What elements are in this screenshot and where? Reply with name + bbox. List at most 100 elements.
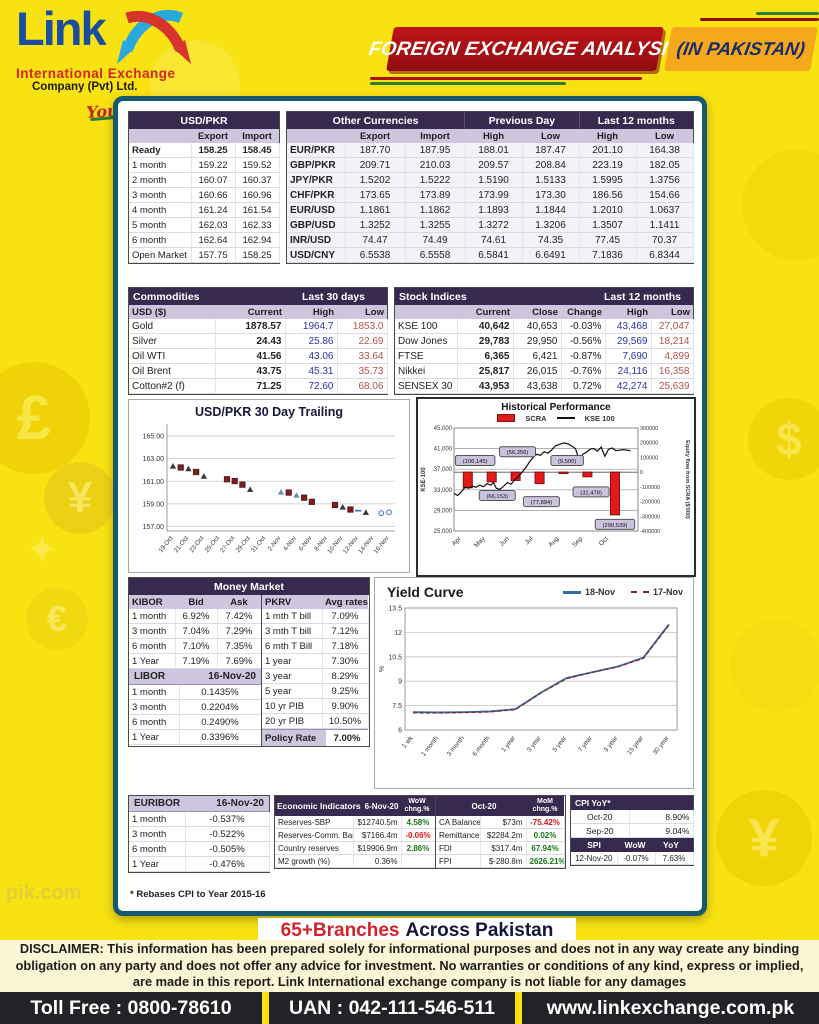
cell: Open Market — [129, 247, 192, 263]
disclaimer-band: DISCLAIMER: This information has been pr… — [0, 940, 819, 992]
cell: -0.522% — [185, 826, 270, 842]
header-row: PKRV Avg rates — [262, 595, 368, 609]
table-row: 6 month 0.2490% — [129, 714, 262, 730]
cell: 159.52 — [235, 157, 280, 173]
logo-text: Link — [16, 2, 107, 55]
cell: -0.537% — [185, 812, 270, 827]
euribor-table: EURIBOR 16-Nov-20 1 month -0.537% 3 month -… — [128, 795, 270, 873]
chart-hist-svg: 25,000 29,000 33,000 37,000 41,000 45,000 -400… — [421, 426, 690, 549]
kibor-libor-column: KIBOR Bid Ask 1 month 6.92% 7.42% 3 month 7.… — [129, 595, 262, 746]
cell: $317.4m — [480, 841, 527, 855]
cell: Oct-20 — [571, 810, 630, 824]
cell: 1.1844 — [522, 202, 580, 218]
euribor-date: 16-Nov-20 — [216, 798, 264, 809]
col-header — [129, 129, 191, 143]
cell: 3 month — [129, 826, 186, 842]
cell: 0.36% — [353, 854, 402, 868]
historical-performance-chart: Historical Performance SCRA KSE 100 25,0… — [416, 397, 696, 577]
legend-label: SCRA — [525, 413, 547, 423]
kse-swatch — [556, 417, 575, 419]
disclaimer-label: DISCLAIMER: — [19, 941, 104, 957]
svg-text:300000: 300000 — [640, 426, 658, 432]
cell: 173.30 — [522, 187, 580, 203]
col-header: Current — [457, 305, 513, 319]
cell: 9.90% — [322, 698, 369, 714]
table-row: 6 month -0.505% — [129, 841, 270, 857]
svg-text:30 year: 30 year — [652, 734, 671, 756]
cell: Sep-20 — [571, 823, 630, 838]
cell: 1 month — [129, 812, 186, 827]
cell: Remittances — [436, 828, 481, 842]
company-logo: Link International Exchange Company (Pvt… — [16, 2, 346, 122]
cell: Oil WTI — [129, 348, 216, 364]
branches-banner: 65+Branches Across Pakistan — [258, 918, 576, 943]
col-header: Low — [337, 305, 387, 319]
table-row: Dow Jones 29,783 29,950 -0.56% 29,569 18,214 — [395, 333, 694, 349]
table-row: Sep-20 9.04% — [571, 823, 694, 838]
cell: 40,642 — [457, 319, 514, 334]
cell: 0.1435% — [179, 685, 262, 700]
cell: 2.86% — [401, 841, 436, 855]
cell: 182.05 — [636, 157, 694, 173]
chart-title: USD/PKR 30 Day Trailing — [195, 405, 343, 419]
svg-text:163.00: 163.00 — [143, 456, 165, 463]
cell: 6 month — [129, 638, 176, 654]
chart-title: Historical Performance — [501, 402, 611, 413]
col-header: PKRV — [262, 595, 322, 609]
cell: 1878.57 — [215, 319, 286, 334]
cell: 35.73 — [337, 363, 388, 379]
report-region: (IN PAKISTAN) — [675, 38, 807, 59]
branches-count: 65+Branches — [280, 919, 400, 941]
col-header: High — [605, 305, 651, 319]
cell: GBP/USD — [287, 217, 346, 233]
econ-chg-header: WoW chng.% — [404, 798, 430, 813]
toll-free: Toll Free : 0800-78610 — [30, 996, 232, 1019]
cell: 6.5558 — [405, 247, 466, 263]
col-header: Change — [561, 305, 605, 319]
cell: 7.12% — [322, 623, 369, 639]
svg-text:161.00: 161.00 — [143, 479, 165, 486]
table-row: 3 month 0.2204% — [129, 699, 262, 715]
branches-rest: Across Pakistan — [405, 919, 554, 941]
cell: 0.72% — [561, 378, 606, 394]
cell: 158.25 — [235, 247, 280, 263]
cell: 0.02% — [526, 828, 565, 842]
svg-text:1 wk: 1 wk — [401, 734, 415, 749]
cell: 9.04% — [629, 823, 694, 838]
table-row: 1 Year -0.476% — [129, 856, 270, 872]
svg-text:-300000: -300000 — [640, 514, 660, 520]
cell: INR/USD — [287, 232, 346, 248]
table-row: 1 year 7.30% — [262, 653, 369, 669]
table-row: INR/USD 74.47 74.49 74.61 74.35 77.45 70.37 — [287, 232, 694, 248]
cell: 26,015 — [513, 363, 562, 379]
cell: FDI — [436, 841, 481, 855]
table-row: 5 year 9.25% — [262, 683, 369, 699]
table-row: Cotton#2 (f) 71.25 72.60 68.06 — [129, 378, 388, 394]
header-row: USD ($) Current High Low — [129, 305, 387, 319]
table-row: 10 yr PIB 9.90% — [262, 698, 369, 714]
svg-text:3 month: 3 month — [446, 735, 466, 758]
svg-text:(77,894): (77,894) — [531, 500, 553, 506]
cell: 41.56 — [215, 348, 286, 364]
col-header: Low — [522, 129, 579, 143]
group-header: Previous Day — [464, 112, 579, 129]
cell: 1.5133 — [522, 172, 580, 188]
svg-text:10.5: 10.5 — [388, 654, 402, 661]
svg-text:5 year: 5 year — [552, 734, 569, 753]
table-row: M2 growth (%) 0.36% — [275, 854, 436, 868]
cell: 187.47 — [522, 143, 580, 158]
cell: 40,653 — [513, 319, 562, 334]
svg-text:(66,153): (66,153) — [486, 494, 508, 500]
cell: 4,899 — [651, 348, 694, 364]
cell: 33.64 — [337, 348, 388, 364]
cell: Reserves-SBP — [275, 816, 354, 829]
historical-performance-plot: 25,000 29,000 33,000 37,000 41,000 45,000 -400… — [418, 423, 694, 575]
table-row: EUR/USD 1.1861 1.1862 1.1893 1.1844 1.2010 1.0… — [287, 202, 694, 218]
cell: 18,214 — [651, 333, 694, 349]
cell: 209.71 — [345, 157, 406, 173]
header-row: Export Import High Low High Low — [287, 129, 693, 143]
cell: 0.2204% — [179, 699, 262, 715]
cell: 1 Year — [129, 729, 180, 745]
col-header: High — [285, 305, 337, 319]
